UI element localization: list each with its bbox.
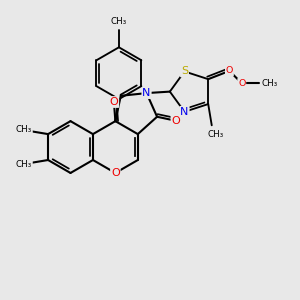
Text: CH₃: CH₃ xyxy=(111,17,127,26)
Text: O: O xyxy=(238,79,245,88)
Text: O: O xyxy=(111,168,120,178)
Text: CH₃: CH₃ xyxy=(207,130,224,139)
Text: CH₃: CH₃ xyxy=(16,160,32,169)
Text: N: N xyxy=(142,88,151,98)
Text: CH₃: CH₃ xyxy=(262,79,278,88)
Text: N: N xyxy=(180,107,189,117)
Text: S: S xyxy=(181,67,188,76)
Text: O: O xyxy=(110,97,118,107)
Text: CH₃: CH₃ xyxy=(16,125,32,134)
Text: O: O xyxy=(171,116,180,126)
Text: O: O xyxy=(226,66,233,75)
